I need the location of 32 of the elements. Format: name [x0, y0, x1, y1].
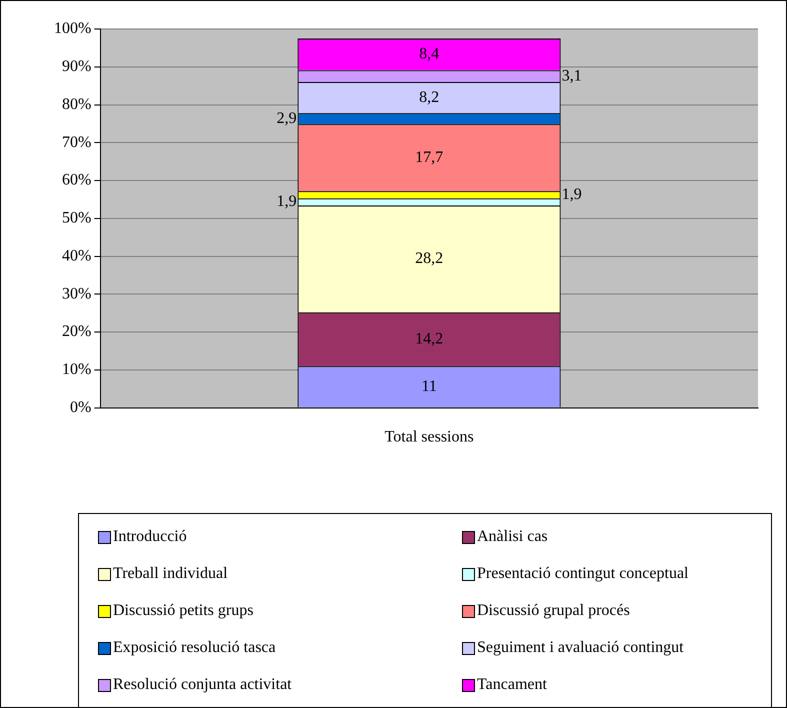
y-tick-label: 100%	[54, 20, 92, 38]
x-tick-label: Total sessions	[384, 428, 474, 446]
y-tick-label: 70%	[62, 134, 92, 151]
legend-label: Seguiment i avaluació contingut	[477, 639, 684, 657]
legend-label: Presentació contingut conceptual	[477, 565, 688, 583]
data-label: 8,2	[419, 88, 440, 106]
y-tick-label: 20%	[62, 323, 92, 340]
y-tick-label: 50%	[62, 210, 92, 227]
legend-label: Anàlisi cas	[477, 528, 548, 546]
legend-label: Exposició resolució tasca	[113, 639, 276, 657]
data-label: 1,9	[562, 186, 582, 203]
y-tick-label: 30%	[62, 285, 92, 302]
data-label: 28,2	[415, 250, 444, 268]
legend-label: Introducció	[113, 528, 187, 546]
data-label: 17,7	[415, 148, 444, 166]
data-label: 11	[421, 378, 437, 395]
legend-label: Resolució conjunta activitat	[113, 676, 292, 694]
data-label: 14,2	[415, 330, 444, 348]
legend-label: Treball individual	[113, 565, 228, 583]
y-tick-label: 80%	[62, 96, 92, 113]
legend-label: Discussió petits grups	[113, 602, 254, 620]
y-tick-label: 40%	[62, 247, 92, 264]
data-label: 8,4	[419, 46, 440, 63]
legend-label: Tancament	[477, 676, 547, 694]
y-tick-label: 10%	[62, 361, 92, 378]
y-tick-label: 60%	[62, 172, 92, 189]
data-label: 3,1	[562, 67, 582, 84]
y-tick-label: 0%	[70, 399, 92, 416]
legend-label: Discussió grupal procés	[477, 602, 630, 620]
data-label: 1,9	[276, 193, 297, 210]
data-label: 2,9	[276, 110, 297, 127]
y-tick-label: 90%	[62, 58, 92, 76]
